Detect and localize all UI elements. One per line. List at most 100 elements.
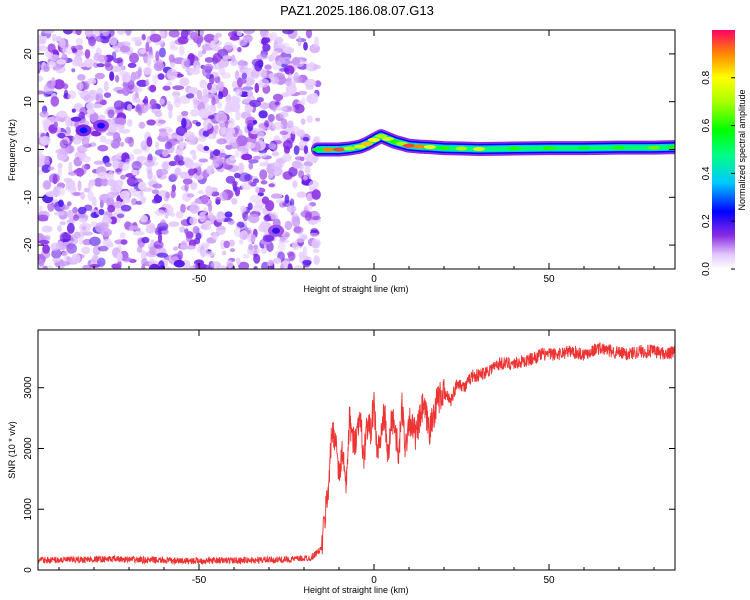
noise-blob [216,138,227,145]
noise-blob [128,225,139,230]
noise-blob [201,49,207,55]
signal-trace-point [361,141,373,146]
noise-blob [51,33,57,42]
snr-ylabel: SNR (10 * v/v) [7,421,17,479]
noise-blob [152,74,159,85]
noise-blob [141,263,146,269]
noise-blob [160,219,167,227]
noise-blob [256,53,268,60]
noise-blob [242,97,251,104]
noise-blob [281,42,290,51]
noise-blob [47,201,55,212]
noise-blob [38,45,48,52]
noise-blob [38,148,43,155]
noise-blob [238,38,248,47]
noise-blob [158,128,167,133]
noise-blob [215,213,225,223]
noise-blob [284,65,295,75]
noise-blob [41,235,51,241]
noise-blob [158,119,166,124]
noise-blob [243,30,256,35]
noise-blob [93,177,104,187]
noise-blob [57,225,62,232]
noise-blob [200,194,209,205]
signal-trace-point [578,146,590,151]
noise-blob [137,69,142,78]
noise-blob [83,187,91,193]
noise-blob [175,126,188,136]
noise-blob [126,119,133,127]
noise-blob [51,248,62,259]
hotspot [272,227,280,234]
noise-blob [70,234,75,243]
noise-blob [229,155,236,162]
noise-blob [169,173,178,181]
noise-blob [229,36,240,41]
noise-blob [215,84,220,91]
x-tick-label: 50 [543,274,555,285]
noise-blob [97,257,106,267]
noise-blob [75,30,82,36]
noise-blob [77,180,82,192]
noise-blob [286,205,297,213]
noise-blob [68,161,73,173]
noise-blob [247,202,253,211]
noise-blob [185,245,196,250]
noise-blob [272,143,278,151]
noise-blob [46,61,57,69]
noise-blob [149,84,157,93]
signal-trace-point [343,146,356,151]
noise-blob [211,162,219,169]
noise-blob [97,144,109,152]
noise-blob [91,196,97,207]
noise-blob [84,49,91,59]
noise-blob [173,259,185,268]
noise-blob [236,257,241,266]
noise-blob [136,246,143,253]
noise-blob [143,66,152,75]
noise-blob [73,214,80,221]
noise-blob [264,120,269,128]
noise-blob [282,153,292,163]
noise-blob [116,251,123,262]
noise-blob [188,168,196,176]
noise-blob [207,133,217,140]
noise-blob [109,71,115,81]
noise-blob [138,121,146,129]
noise-blob [274,101,280,106]
noise-blob [204,57,214,63]
noise-blob [125,30,132,36]
noise-blob [116,30,126,35]
noise-blob [50,77,56,87]
signal-trace-point [403,143,415,148]
noise-blob [206,165,215,175]
noise-blob [262,234,275,243]
noise-blob [75,44,83,50]
y-tick-label: 20 [23,48,34,60]
y-tick-label: -10 [23,190,34,205]
noise-blob [42,244,50,254]
noise-blob [81,246,91,255]
noise-blob [234,150,240,158]
noise-blob [150,239,155,248]
noise-blob [250,70,260,79]
noise-blob [248,162,254,170]
noise-blob [98,208,105,216]
noise-blob [185,118,190,127]
snr-frame [37,329,676,571]
noise-blob [195,262,207,269]
noise-blob [89,89,95,95]
noise-blob [200,94,210,104]
noise-blob [61,251,69,257]
noise-blob [186,134,197,145]
x-tick-label: 50 [543,575,555,586]
noise-blob [38,169,44,176]
noise-blob [131,169,138,176]
noise-blob [241,72,248,80]
noise-blob [63,89,69,98]
noise-blob [182,178,193,185]
noise-blob [72,192,82,196]
noise-blob [238,261,250,269]
noise-blob [242,211,249,222]
